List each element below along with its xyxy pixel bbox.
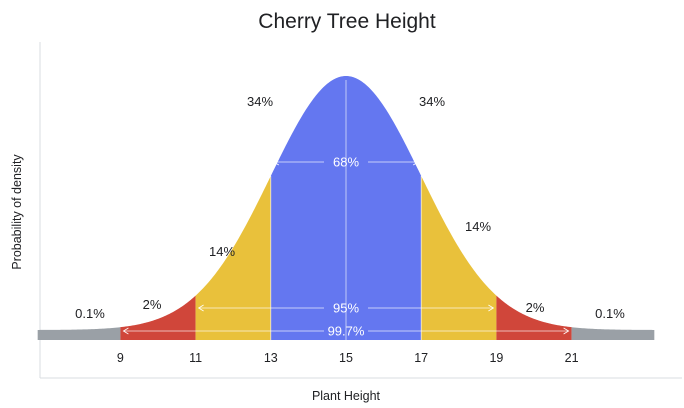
- span-99-7-arrow: [122, 327, 570, 335]
- x-tick-13: 13: [264, 351, 278, 365]
- distribution-regions: [37, 76, 655, 340]
- region-outer-right: [496, 295, 572, 340]
- span-68-label: 68%: [333, 155, 359, 170]
- y-axis-title: Probability of density: [10, 154, 24, 270]
- region-tail-right: [571, 327, 655, 340]
- x-tick-11: 11: [189, 351, 202, 365]
- x-tick-19: 19: [489, 351, 503, 365]
- label-mid-left: 14%: [209, 244, 235, 259]
- chart-title: Cherry Tree Height: [258, 10, 436, 33]
- x-tick-9: 9: [117, 351, 124, 365]
- x-tick-17: 17: [414, 351, 428, 365]
- region-mid-right: [421, 175, 497, 340]
- x-tick-labels: 9 11 13 15 17 19 21: [117, 351, 579, 365]
- label-outer-left: 2%: [143, 297, 162, 312]
- label-mid-right: 14%: [465, 219, 491, 234]
- label-tail-left: 0.1%: [75, 306, 105, 321]
- region-center-right: [346, 76, 422, 340]
- percent-labels: 0.1% 2% 14% 34% 34% 14% 2% 0.1%: [75, 94, 625, 321]
- label-center-right: 34%: [419, 94, 445, 109]
- label-tail-right: 0.1%: [595, 306, 625, 321]
- x-tick-21: 21: [565, 351, 579, 365]
- label-center-left: 34%: [247, 94, 273, 109]
- span-99-7-label: 99.7%: [328, 324, 365, 339]
- label-outer-right: 2%: [526, 300, 545, 315]
- span-68-arrow: [273, 158, 419, 166]
- x-tick-15: 15: [339, 351, 353, 365]
- region-center-left: [270, 76, 346, 340]
- overlay-lines: 68% 95% 99.7%: [122, 80, 570, 340]
- x-axis-title: Plant Height: [312, 389, 381, 403]
- span-95-label: 95%: [333, 301, 359, 316]
- region-outer-left: [120, 295, 196, 340]
- region-tail-left: [37, 327, 121, 340]
- span-95-arrow: [197, 304, 495, 312]
- region-mid-left: [195, 175, 271, 340]
